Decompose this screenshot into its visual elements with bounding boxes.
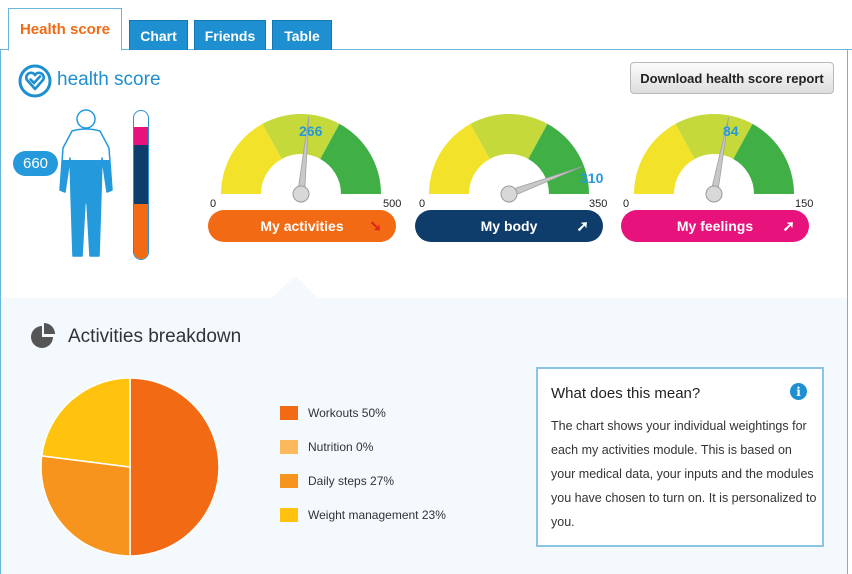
body-gauge xyxy=(429,114,589,203)
tab-table[interactable]: Table xyxy=(272,20,332,50)
legend-label: Workouts 50% xyxy=(308,406,386,420)
score-thermometer xyxy=(133,110,149,260)
feelings-gauge-value: 84 xyxy=(723,123,739,139)
tab-health-score[interactable]: Health score xyxy=(8,8,122,51)
gauge-band xyxy=(221,123,282,194)
activities-gauge-min: 0 xyxy=(210,198,217,210)
tab-bar: Health score Chart Friends Table xyxy=(0,0,852,51)
body-gauge-min: 0 xyxy=(419,198,426,210)
gauge-hub xyxy=(500,185,518,203)
info-icon[interactable]: i xyxy=(790,383,807,400)
pie-slice xyxy=(40,377,131,468)
legend-item: Daily steps 27% xyxy=(280,474,446,508)
legend-label: Daily steps 27% xyxy=(308,474,395,488)
feelings-gauge xyxy=(634,114,794,203)
my-feelings-label: My feelings xyxy=(676,218,754,234)
pointer-notch xyxy=(271,276,319,299)
activities-gauge-value: 266 xyxy=(299,123,323,139)
activities-gauge-max: 500 xyxy=(383,198,402,210)
legend-label: Weight management 23% xyxy=(308,508,446,522)
activities-pie-chart xyxy=(40,377,220,557)
health-score-value: 660 xyxy=(13,151,58,176)
gauge-band xyxy=(320,123,381,194)
my-feelings-button[interactable]: My feelings ➚ xyxy=(621,210,809,242)
legend-label: Nutrition 0% xyxy=(308,440,374,454)
gauge-band xyxy=(429,123,490,194)
legend-swatch xyxy=(280,406,298,420)
legend-swatch xyxy=(280,508,298,522)
body-gauge-max: 350 xyxy=(589,198,608,210)
page-title: health score xyxy=(57,69,161,90)
legend-swatch xyxy=(280,474,298,488)
health-score-logo-icon xyxy=(18,64,52,98)
gauge-band xyxy=(634,123,695,194)
gauge-band xyxy=(675,114,753,159)
info-box: What does this mean? i The chart shows y… xyxy=(536,367,824,547)
my-body-label: My body xyxy=(480,218,538,234)
legend-item: Nutrition 0% xyxy=(280,440,446,474)
tab-friends[interactable]: Friends xyxy=(194,20,266,50)
pie-chart-icon xyxy=(31,323,55,348)
activities-gauge xyxy=(221,114,381,203)
feelings-gauge-max: 150 xyxy=(795,198,814,210)
my-body-button[interactable]: My body ➚ xyxy=(415,210,603,242)
my-activities-label: My activities xyxy=(260,218,344,234)
thermometer-segment xyxy=(134,127,148,145)
thermometer-segment xyxy=(134,145,148,204)
trend-up-arrow-icon: ➚ xyxy=(782,218,795,235)
tab-chart[interactable]: Chart xyxy=(129,20,188,50)
trend-down-arrow-icon: ➘ xyxy=(369,218,382,235)
thermometer-segment xyxy=(134,204,148,259)
pie-slice xyxy=(129,377,220,557)
legend-swatch xyxy=(280,440,298,454)
trend-up-arrow-icon: ➚ xyxy=(576,218,589,235)
legend-item: Workouts 50% xyxy=(280,406,446,440)
health-score-panel: health score Download health score repor… xyxy=(0,50,848,574)
info-text: The chart shows your individual weightin… xyxy=(551,419,817,529)
gauge-band xyxy=(528,123,589,194)
gauge-band xyxy=(470,114,548,159)
breakdown-title: Activities breakdown xyxy=(68,326,242,347)
body-gauge-value: 310 xyxy=(580,170,604,186)
body-figure-icon xyxy=(59,109,113,257)
gauge-band xyxy=(733,123,794,194)
pie-legend: Workouts 50% Nutrition 0% Daily steps 27… xyxy=(280,406,446,542)
pie-slice xyxy=(40,455,131,557)
info-title: What does this mean? xyxy=(551,385,701,402)
gauge-hub xyxy=(705,185,723,203)
gauge-hub xyxy=(292,185,310,203)
legend-item: Weight management 23% xyxy=(280,508,446,542)
activities-breakdown-section: Activities breakdown Workouts 50% Nutrit… xyxy=(1,298,847,574)
gauge-band xyxy=(262,114,340,159)
my-activities-button[interactable]: My activities ➘ xyxy=(208,210,396,242)
download-report-button[interactable]: Download health score report xyxy=(630,62,834,94)
feelings-gauge-min: 0 xyxy=(623,198,630,210)
